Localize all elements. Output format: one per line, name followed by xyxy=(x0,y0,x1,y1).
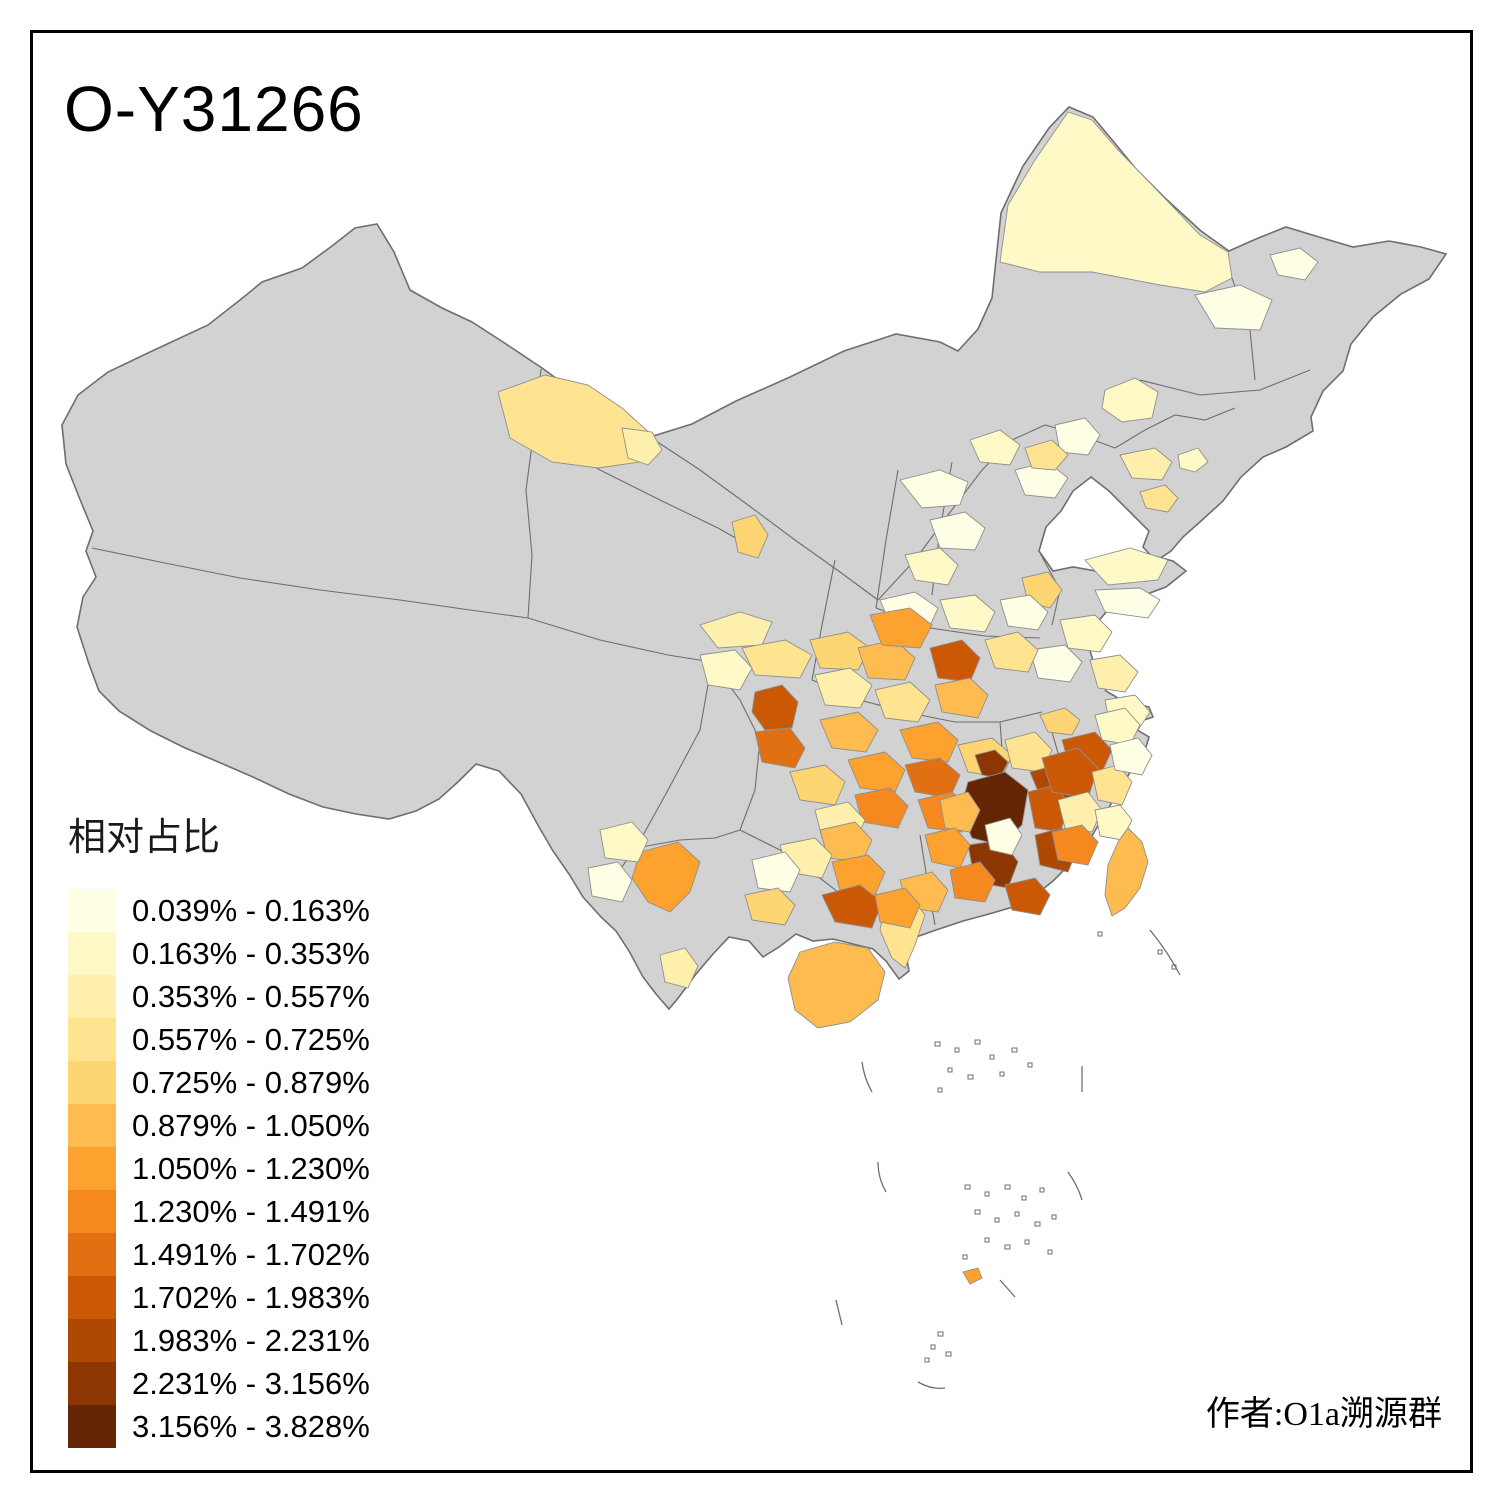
legend-label: 1.702% - 1.983% xyxy=(132,1279,370,1315)
legend-label: 2.231% - 3.156% xyxy=(132,1365,370,1401)
legend: 相对占比 0.039% - 0.163% 0.163% - 0.353% 0.3… xyxy=(68,806,370,1448)
legend-swatch xyxy=(68,1276,116,1319)
legend-title: 相对占比 xyxy=(68,817,221,859)
legend-swatch xyxy=(68,1061,116,1104)
legend-row: 0.163% - 0.353% xyxy=(68,932,370,975)
legend-label: 0.353% - 0.557% xyxy=(132,978,370,1014)
legend-swatch xyxy=(68,932,116,975)
islands-layer xyxy=(787,827,1181,1390)
legend-label: 1.983% - 2.231% xyxy=(132,1322,370,1358)
legend-row: 1.983% - 2.231% xyxy=(68,1319,370,1362)
legend-swatch xyxy=(68,1405,116,1448)
legend-swatch xyxy=(68,1319,116,1362)
legend-swatch xyxy=(68,1147,116,1190)
legend-row: 1.050% - 1.230% xyxy=(68,1147,370,1190)
legend-label: 1.230% - 1.491% xyxy=(132,1193,370,1229)
legend-row: 0.879% - 1.050% xyxy=(68,1104,370,1147)
legend-row: 1.702% - 1.983% xyxy=(68,1276,370,1319)
legend-row: 0.353% - 0.557% xyxy=(68,975,370,1018)
author-credit: 作者:O1a溯源群 xyxy=(1205,1396,1442,1433)
legend-swatch xyxy=(68,1190,116,1233)
legend-swatch xyxy=(68,1018,116,1061)
map-regions-layer xyxy=(497,111,1319,989)
legend-row: 2.231% - 3.156% xyxy=(68,1362,370,1405)
hainan-island xyxy=(787,941,886,1029)
scs-islet xyxy=(962,1267,983,1285)
legend-swatch xyxy=(68,975,116,1018)
legend-swatch xyxy=(68,889,116,932)
legend-row: 3.156% - 3.828% xyxy=(68,1405,370,1448)
legend-row: 0.725% - 0.879% xyxy=(68,1061,370,1104)
taiwan-island xyxy=(1104,827,1149,917)
legend-label: 0.163% - 0.353% xyxy=(132,935,370,971)
legend-label: 0.879% - 1.050% xyxy=(132,1107,370,1143)
page-title: O-Y31266 xyxy=(64,73,364,145)
legend-label: 1.050% - 1.230% xyxy=(132,1150,370,1186)
legend-label: 0.039% - 0.163% xyxy=(132,892,370,928)
legend-row: 0.039% - 0.163% xyxy=(68,889,370,932)
legend-label: 0.725% - 0.879% xyxy=(132,1064,370,1100)
legend-label: 3.156% - 3.828% xyxy=(132,1408,370,1444)
legend-swatch xyxy=(68,1233,116,1276)
legend-row: 1.230% - 1.491% xyxy=(68,1190,370,1233)
legend-swatch xyxy=(68,1362,116,1405)
legend-swatch xyxy=(68,1104,116,1147)
legend-label: 0.557% - 0.725% xyxy=(132,1021,370,1057)
legend-label: 1.491% - 1.702% xyxy=(132,1236,370,1272)
south-china-sea-islands xyxy=(835,929,1181,1390)
legend-row: 1.491% - 1.702% xyxy=(68,1233,370,1276)
legend-row: 0.557% - 0.725% xyxy=(68,1018,370,1061)
